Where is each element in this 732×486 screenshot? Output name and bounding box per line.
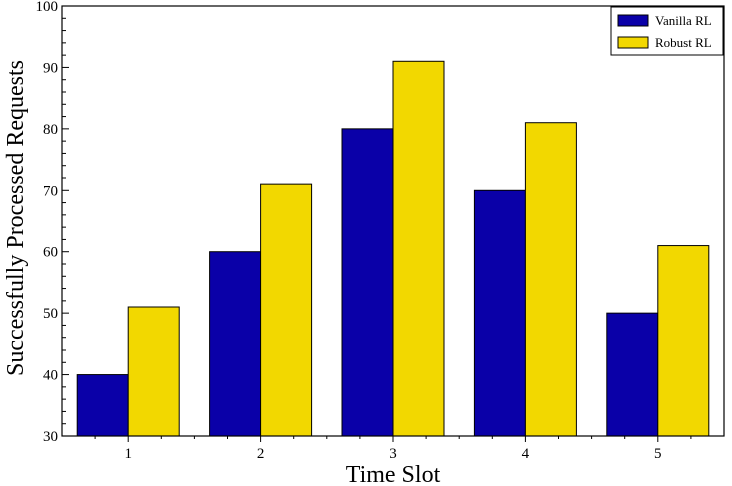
bar-robust-rl-2: [260, 183, 313, 437]
bar-vanilla-rl-3: [341, 128, 394, 437]
legend: Vanilla RL Robust RL: [610, 6, 724, 56]
y-axis-title: Successfully Processed Requests: [3, 60, 29, 376]
y-tick-label: 30: [43, 429, 58, 445]
y-tick-label: 100: [36, 0, 59, 15]
bar-robust-rl-1: [127, 306, 180, 437]
bar-robust-rl-3: [392, 60, 445, 437]
axes-layer: 30 40 50 60 70 80 90 100 1 2 3 4 5: [36, 0, 725, 462]
bar-vanilla-rl-1: [76, 374, 129, 437]
bar-vanilla-rl-5: [606, 312, 659, 437]
y-tick-label: 50: [43, 306, 58, 322]
x-tick-label: 5: [654, 446, 662, 462]
legend-label: Robust RL: [655, 35, 712, 50]
x-axis-title: Time Slot: [346, 462, 441, 486]
y-tick-label: 70: [43, 183, 58, 199]
y-tick-label: 90: [43, 60, 58, 76]
legend-swatch: [617, 36, 649, 49]
x-tick-label: 2: [257, 446, 265, 462]
y-tick-label: 80: [43, 122, 58, 138]
x-tick-label: 4: [522, 446, 530, 462]
bar-vanilla-rl-2: [209, 251, 262, 437]
x-tick-label: 3: [389, 446, 397, 462]
bar-robust-rl-4: [524, 122, 577, 437]
bars-layer: [76, 60, 710, 437]
y-tick-label: 40: [43, 368, 58, 384]
bar-robust-rl-5: [657, 245, 710, 437]
legend-label: Vanilla RL: [655, 13, 712, 28]
y-tick-label: 60: [43, 245, 58, 261]
x-tick-label: 1: [124, 446, 132, 462]
bar-vanilla-rl-4: [473, 189, 526, 437]
legend-swatch: [617, 14, 649, 27]
